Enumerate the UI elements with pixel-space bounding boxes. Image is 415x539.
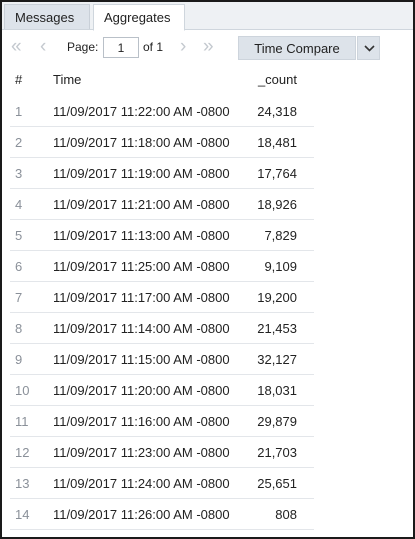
time-compare-dropdown-button[interactable]: [357, 36, 380, 60]
count-cell: 21,703: [257, 445, 297, 460]
next-page-icon[interactable]: ›: [180, 36, 187, 57]
count-cell: 18,031: [257, 383, 297, 398]
pagination-toolbar: « ‹ Page: of 1 › » Time Compare: [2, 31, 413, 65]
count-cell: 19,200: [257, 290, 297, 305]
table-row[interactable]: 7 11/09/2017 11:17:00 AM -0800 19,200: [10, 282, 314, 313]
row-index: 6: [15, 259, 23, 274]
table-header: # Time _count: [10, 66, 314, 96]
time-cell: 11/09/2017 11:26:00 AM -0800: [53, 507, 230, 522]
time-cell: 11/09/2017 11:17:00 AM -0800: [53, 290, 230, 305]
table-row[interactable]: 9 11/09/2017 11:15:00 AM -0800 32,127: [10, 344, 314, 375]
previous-page-icon[interactable]: ‹: [40, 36, 47, 57]
time-cell: 11/09/2017 11:22:00 AM -0800: [53, 104, 230, 119]
table-row[interactable]: 14 11/09/2017 11:26:00 AM -0800 808: [10, 499, 314, 530]
count-cell: 18,926: [257, 197, 297, 212]
table-row[interactable]: 1 11/09/2017 11:22:00 AM -0800 24,318: [10, 96, 314, 127]
count-cell: 17,764: [257, 166, 297, 181]
tab-bar: Messages Aggregates: [2, 2, 413, 31]
row-index: 1: [15, 104, 23, 119]
table-body: 1 11/09/2017 11:22:00 AM -0800 24,318 2 11/0…: [10, 96, 314, 530]
column-header-time[interactable]: Time: [53, 72, 82, 87]
table-row[interactable]: 6 11/09/2017 11:25:00 AM -0800 9,109: [10, 251, 314, 282]
row-index: 4: [15, 197, 23, 212]
count-cell: 7,829: [264, 228, 297, 243]
page-count-label: of 1: [143, 40, 164, 54]
row-index: 8: [15, 321, 23, 336]
count-cell: 21,453: [257, 321, 297, 336]
table-row[interactable]: 13 11/09/2017 11:24:00 AM -0800 25,651: [10, 468, 314, 499]
page-number-input[interactable]: [103, 37, 139, 58]
time-cell: 11/09/2017 11:21:00 AM -0800: [53, 197, 230, 212]
row-index: 13: [15, 476, 30, 491]
row-index: 9: [15, 352, 23, 367]
table-row[interactable]: 4 11/09/2017 11:21:00 AM -0800 18,926: [10, 189, 314, 220]
table-row[interactable]: 10 11/09/2017 11:20:00 AM -0800 18,031: [10, 375, 314, 406]
column-header-count[interactable]: _count: [257, 72, 297, 87]
time-cell: 11/09/2017 11:13:00 AM -0800: [53, 228, 230, 243]
row-index: 5: [15, 228, 23, 243]
table-row[interactable]: 5 11/09/2017 11:13:00 AM -0800 7,829: [10, 220, 314, 251]
count-cell: 25,651: [257, 476, 297, 491]
time-compare-button[interactable]: Time Compare: [238, 36, 356, 60]
time-cell: 11/09/2017 11:18:00 AM -0800: [53, 135, 230, 150]
table-row[interactable]: 8 11/09/2017 11:14:00 AM -0800 21,453: [10, 313, 314, 344]
row-index: 12: [15, 445, 30, 460]
tab-aggregates[interactable]: Aggregates: [93, 4, 185, 31]
time-cell: 11/09/2017 11:25:00 AM -0800: [53, 259, 230, 274]
count-cell: 18,481: [257, 135, 297, 150]
table-row[interactable]: 12 11/09/2017 11:23:00 AM -0800 21,703: [10, 437, 314, 468]
count-cell: 29,879: [257, 414, 297, 429]
row-index: 2: [15, 135, 23, 150]
aggregates-table: # Time _count 1 11/09/2017 11:22:00 AM -0…: [10, 66, 314, 530]
row-index: 14: [15, 507, 30, 522]
count-cell: 32,127: [257, 352, 297, 367]
time-cell: 11/09/2017 11:16:00 AM -0800: [53, 414, 230, 429]
row-index: 7: [15, 290, 23, 305]
time-cell: 11/09/2017 11:19:00 AM -0800: [53, 166, 230, 181]
time-cell: 11/09/2017 11:20:00 AM -0800: [53, 383, 230, 398]
page-label: Page:: [67, 40, 99, 54]
time-cell: 11/09/2017 11:14:00 AM -0800: [53, 321, 230, 336]
count-cell: 9,109: [264, 259, 297, 274]
first-page-icon[interactable]: «: [11, 36, 22, 57]
row-index: 3: [15, 166, 23, 181]
table-row[interactable]: 11 11/09/2017 11:16:00 AM -0800 29,879: [10, 406, 314, 437]
row-index: 11: [15, 414, 29, 429]
chevron-down-icon: [364, 45, 375, 52]
time-cell: 11/09/2017 11:15:00 AM -0800: [53, 352, 230, 367]
count-cell: 808: [275, 507, 297, 522]
column-header-index[interactable]: #: [15, 72, 23, 87]
table-row[interactable]: 2 11/09/2017 11:18:00 AM -0800 18,481: [10, 127, 314, 158]
last-page-icon[interactable]: »: [203, 36, 214, 57]
table-row[interactable]: 3 11/09/2017 11:19:00 AM -0800 17,764: [10, 158, 314, 189]
count-cell: 24,318: [257, 104, 297, 119]
row-index: 10: [15, 383, 30, 398]
time-cell: 11/09/2017 11:23:00 AM -0800: [53, 445, 230, 460]
time-cell: 11/09/2017 11:24:00 AM -0800: [53, 476, 230, 491]
tab-messages[interactable]: Messages: [4, 4, 90, 29]
